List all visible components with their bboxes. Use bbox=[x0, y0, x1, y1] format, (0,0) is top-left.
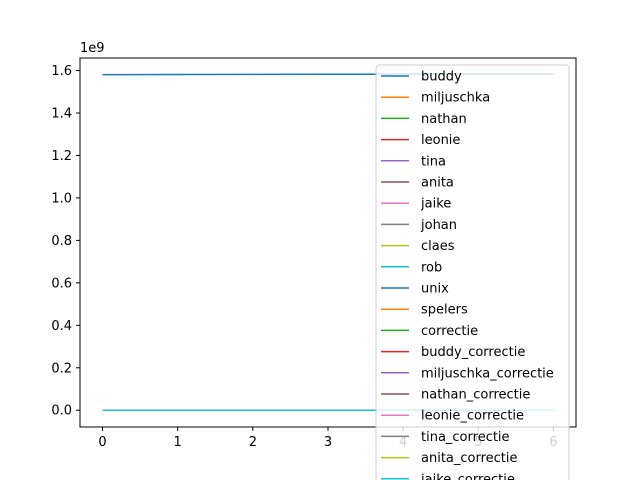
legend-label-nathan_correctie: nathan_correctie bbox=[421, 388, 530, 403]
legend-label-jaike: jaike bbox=[420, 197, 451, 212]
x-tick-label: 1 bbox=[174, 435, 182, 450]
legend-box bbox=[375, 64, 570, 480]
legend-label-anita_correctie: anita_correctie bbox=[421, 451, 518, 466]
legend-label-anita: anita bbox=[421, 176, 454, 191]
y-tick-label: 0.6 bbox=[51, 276, 72, 291]
legend-label-spelers: spelers bbox=[421, 303, 468, 318]
y-tick-label: 1.4 bbox=[51, 106, 72, 121]
legend-label-johan: johan bbox=[420, 218, 457, 233]
legend-label-miljuschka_correctie: miljuschka_correctie bbox=[421, 366, 554, 381]
y-tick-label: 0.2 bbox=[51, 361, 72, 376]
y-tick-label: 0.0 bbox=[51, 404, 72, 419]
y-axis: 0.0 0.2 0.4 0.6 0.8 1.0 1.2 1.4 1.6 bbox=[51, 64, 80, 419]
x-tick-label: 0 bbox=[98, 435, 106, 450]
legend-label-tina: tina bbox=[421, 154, 446, 169]
legend-label-unix: unix bbox=[421, 282, 449, 297]
legend-label-correctie: correctie bbox=[421, 324, 478, 339]
y-tick-label: 0.8 bbox=[51, 234, 72, 249]
legend-label-buddy_correctie: buddy_correctie bbox=[421, 345, 525, 360]
y-tick-label: 1.2 bbox=[51, 149, 72, 164]
x-tick-label: 3 bbox=[324, 435, 332, 450]
x-tick-label: 2 bbox=[249, 435, 257, 450]
legend-label-rob: rob bbox=[421, 260, 442, 275]
y-tick-label: 1.0 bbox=[51, 191, 72, 206]
legend-label-tina_correctie: tina_correctie bbox=[421, 430, 510, 445]
legend-label-nathan: nathan bbox=[421, 112, 467, 127]
y-tick-label: 1.6 bbox=[51, 64, 72, 79]
legend-label-leonie: leonie bbox=[421, 133, 460, 148]
legend-label-buddy: buddy bbox=[421, 70, 462, 85]
y-axis-offset-label: 1e9 bbox=[80, 41, 105, 56]
legend-label-claes: claes bbox=[421, 239, 455, 254]
legend-label-jaike_correctie: jaike_correctie bbox=[420, 472, 515, 480]
legend-label-leonie_correctie: leonie_correctie bbox=[421, 409, 524, 424]
y-tick-label: 0.4 bbox=[51, 319, 72, 334]
legend-label-miljuschka: miljuschka bbox=[421, 91, 490, 106]
legend: buddy miljuschka nathan leonie tina anita jaik… bbox=[375, 64, 570, 480]
